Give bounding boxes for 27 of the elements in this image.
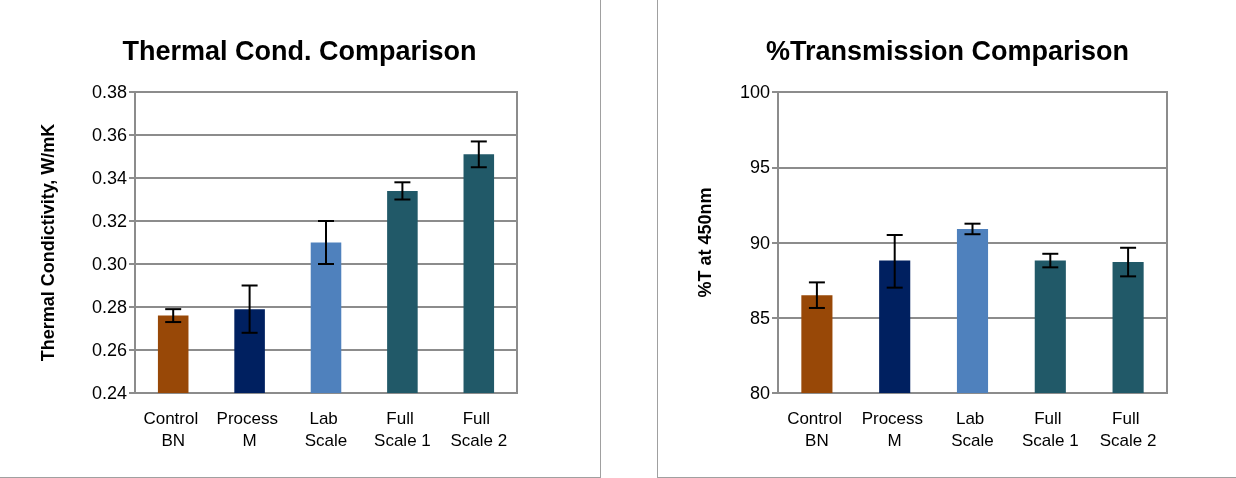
y-tick-label: 0.26: [91, 340, 127, 360]
x-tick-label: Full Scale 1: [374, 408, 431, 450]
x-tick-label: Process M: [216, 408, 283, 450]
x-tick-label: Control BN: [143, 408, 203, 450]
x-tick-label: Control BN: [787, 408, 847, 450]
y-tick-label: 100: [739, 82, 770, 102]
y-tick-label: 0.28: [91, 297, 127, 317]
y-tick-label: 0.32: [91, 211, 127, 231]
y-axis-title: %T at 450nm: [695, 187, 715, 298]
y-tick-label: 0.38: [91, 82, 127, 102]
chart-title: Thermal Cond. Comparison: [122, 35, 477, 66]
x-tick-label: Full Scale 1: [1021, 408, 1079, 450]
y-tick-label: 80: [749, 383, 770, 403]
x-tick-label: Full Scale 2: [450, 408, 508, 450]
chart-title: %Transmission Comparison: [765, 35, 1130, 66]
y-tick-label: 85: [749, 307, 770, 328]
x-tick-label: Lab Scale: [304, 408, 348, 450]
y-tick-label: 0.24: [91, 383, 127, 403]
y-axis-title: Thermal Condictivity, W/mK: [38, 123, 58, 362]
y-tick-label: 95: [749, 157, 770, 178]
x-tick-label: Process M: [861, 408, 928, 450]
y-tick-label: 0.34: [91, 168, 127, 188]
y-tick-label: 0.36: [91, 125, 127, 145]
y-tick-label: 0.30: [91, 254, 127, 274]
x-tick-label: Full Scale 2: [1099, 408, 1157, 450]
y-tick-label: 90: [749, 232, 770, 253]
x-tick-label: Lab Scale: [951, 408, 994, 450]
